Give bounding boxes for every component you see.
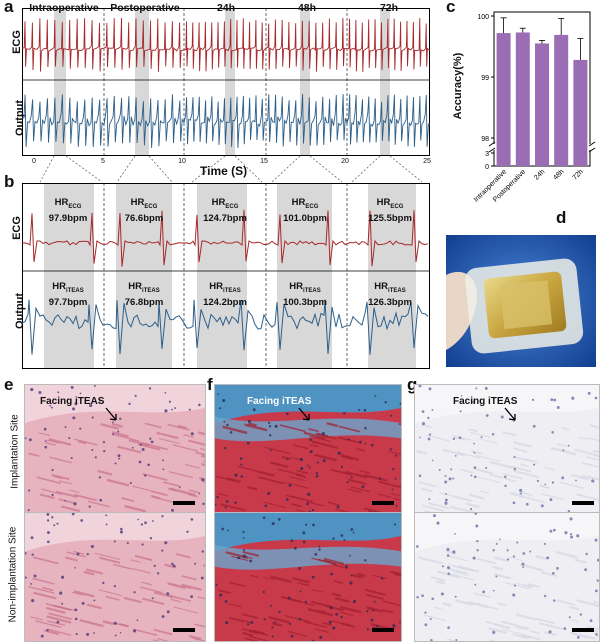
panel-a-frame: Intraoperative Postoperative 24h 48h 72h bbox=[22, 2, 430, 156]
bar bbox=[535, 43, 549, 167]
x-tick-label: 24h bbox=[533, 168, 546, 181]
y-tick-label: 3 bbox=[485, 151, 489, 158]
hr-ecg-48h: HRECG 101.0bpm bbox=[283, 197, 327, 224]
panel-label-d: d bbox=[556, 208, 567, 227]
hr-ecg-postoperative: HRECG 76.6bpm bbox=[124, 197, 164, 224]
scale-bar bbox=[372, 501, 394, 505]
stage-header-72h: 72h bbox=[379, 2, 399, 14]
highlight-band bbox=[277, 183, 332, 369]
highlight-band bbox=[300, 8, 310, 156]
y-tick-label: 100 bbox=[477, 14, 489, 21]
x-tick: 15 bbox=[260, 158, 268, 165]
hr-iteas-intraoperative: HRiTEAS 97.7bpm bbox=[48, 281, 88, 308]
x-tick: 25 bbox=[423, 158, 431, 165]
frame bbox=[22, 183, 430, 369]
y-tick-label: 98 bbox=[481, 136, 489, 143]
arrow-icon bbox=[504, 407, 516, 421]
hr-iteas-48h: HRiTEAS 100.3bpm bbox=[283, 281, 327, 308]
hr-ecg-24h: HRECG 124.7bpm bbox=[203, 197, 247, 224]
panel-label-c: c bbox=[446, 0, 456, 16]
highlight-band bbox=[380, 8, 390, 156]
masson-stain-non-implantation bbox=[214, 512, 402, 642]
highlight-band bbox=[225, 8, 235, 156]
device-photo bbox=[446, 235, 596, 367]
hr-iteas-24h: HRiTEAS 124.2bpm bbox=[203, 281, 247, 308]
x-tick: 10 bbox=[178, 158, 186, 165]
hr-ecg-72h: HRECG 125.5bpm bbox=[368, 197, 412, 224]
scale-bar bbox=[173, 628, 195, 632]
x-tick-label: Intraoperative bbox=[473, 168, 508, 203]
x-tick: 0 bbox=[32, 158, 36, 165]
bar bbox=[554, 34, 569, 166]
scale-bar bbox=[572, 628, 594, 632]
ecg-trace bbox=[22, 17, 430, 72]
output-trace-zoom bbox=[22, 299, 429, 355]
panel-b-frame: HRECG 97.9bpm HRECG 76.6bpm HRECG 124.7bpm … bbox=[22, 183, 430, 369]
ihc-stain-implantation bbox=[414, 384, 600, 513]
scale-bar bbox=[173, 501, 195, 505]
panel-label-b: b bbox=[4, 172, 15, 191]
scale-bar bbox=[372, 628, 394, 632]
y-tick-label: 0 bbox=[485, 164, 489, 171]
he-stain-non-implantation bbox=[24, 512, 206, 642]
facing-iteas-label-e: Facing iTEAS bbox=[40, 396, 105, 407]
facing-iteas-label-f: Facing iTEAS bbox=[247, 396, 312, 407]
ecg-trace-zoom bbox=[22, 209, 429, 267]
arrow-icon bbox=[105, 407, 117, 421]
implantation-site-label: Implantation Site bbox=[9, 414, 21, 489]
panel-label-e: e bbox=[4, 375, 14, 394]
hr-ecg-intraoperative: HRECG 97.9bpm bbox=[48, 197, 88, 224]
highlight-band bbox=[44, 183, 94, 369]
frame bbox=[22, 8, 430, 156]
x-tick-label: 48h bbox=[552, 168, 565, 181]
panel-label-a: a bbox=[4, 0, 14, 16]
x-tick: 5 bbox=[101, 158, 105, 165]
scale-bar bbox=[572, 501, 594, 505]
non-implantation-site-label: Non-implantation Site bbox=[7, 526, 19, 623]
ihc-stain-non-implantation bbox=[414, 512, 600, 642]
zoom-connectors bbox=[39, 156, 423, 183]
hr-iteas-postoperative: HRiTEAS 76.8bpm bbox=[124, 281, 164, 308]
break-mark bbox=[488, 141, 496, 147]
panel-b-plot bbox=[22, 183, 430, 369]
panel-a-plot bbox=[22, 8, 430, 156]
x-tick-label: 72h bbox=[572, 168, 585, 181]
break-mark bbox=[488, 147, 496, 153]
y-tick-label: 99 bbox=[481, 75, 489, 82]
arrow-icon bbox=[298, 407, 310, 421]
hr-iteas-72h: HRiTEAS 126.3bpm bbox=[368, 281, 412, 308]
stage-header-48h: 48h bbox=[297, 2, 317, 14]
bar bbox=[496, 33, 511, 166]
highlight-band bbox=[197, 183, 247, 369]
x-tick: 20 bbox=[341, 158, 349, 165]
break-mark bbox=[588, 147, 596, 153]
break-mark bbox=[588, 141, 596, 147]
output-trace bbox=[22, 93, 430, 148]
facing-iteas-label-g: Facing iTEAS bbox=[453, 396, 518, 407]
stage-header-postoperative: Postoperative bbox=[110, 2, 180, 14]
stage-header-intraoperative: Intraoperative bbox=[29, 2, 99, 14]
x-axis-label: Time (S) bbox=[200, 164, 248, 178]
device-inner bbox=[499, 280, 553, 330]
bar bbox=[573, 59, 588, 166]
highlight-band bbox=[368, 183, 416, 369]
highlight-band bbox=[135, 8, 149, 156]
bar bbox=[515, 32, 530, 166]
panel-label-f: f bbox=[207, 375, 213, 394]
panel-label-g: g bbox=[407, 375, 418, 394]
stage-header-24h: 24h bbox=[216, 2, 236, 14]
